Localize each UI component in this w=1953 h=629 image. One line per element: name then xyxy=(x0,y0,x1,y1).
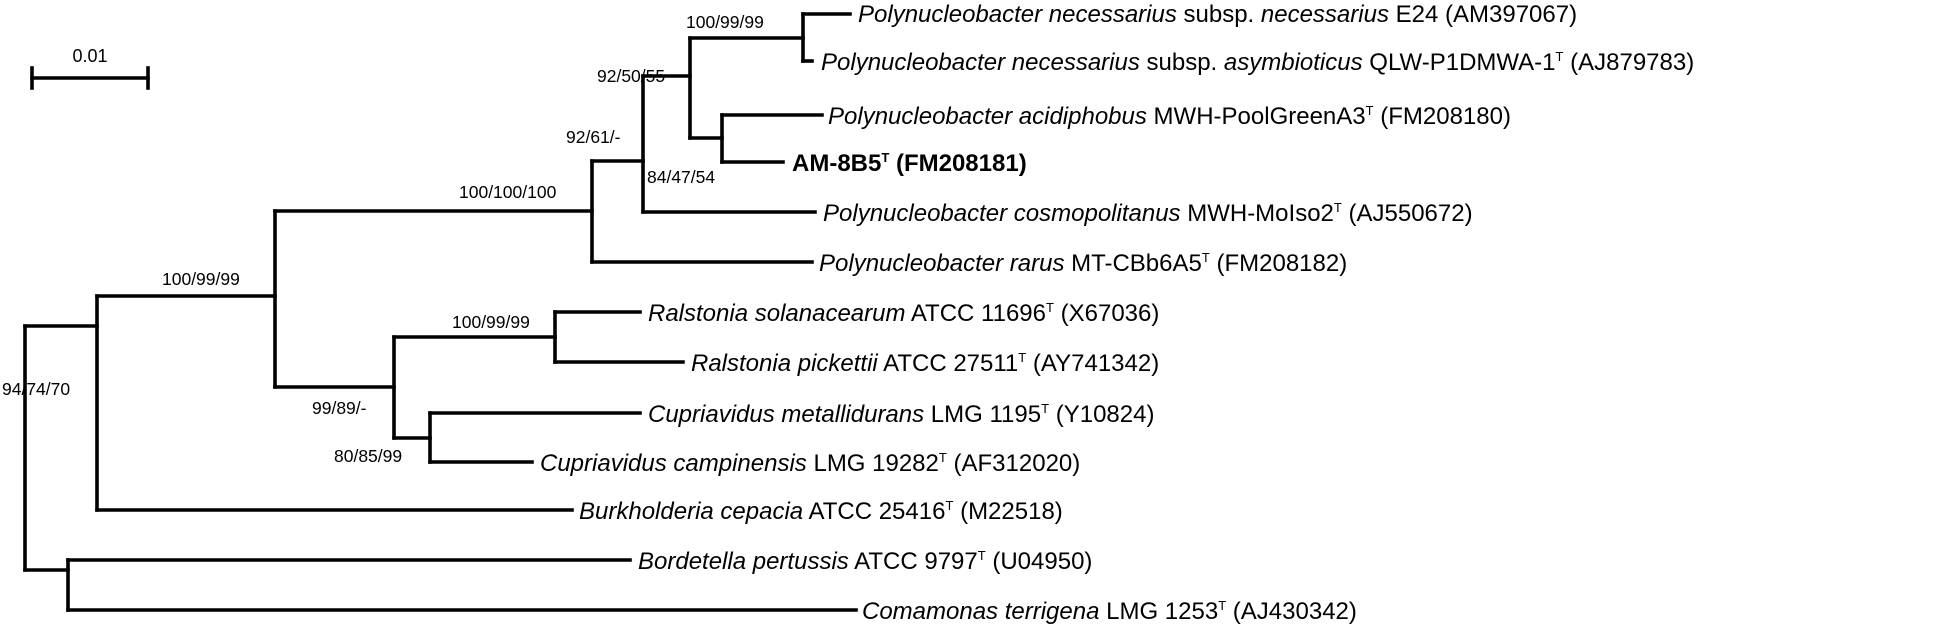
taxon-rank: subsp. xyxy=(1177,1,1261,28)
type-strain-mark: T xyxy=(1334,200,1342,215)
tree-branches xyxy=(23,12,858,612)
taxon-label: Comamonas terrigena LMG 1253T (AJ430342) xyxy=(862,598,1357,625)
taxon-accession: (AJ430342) xyxy=(1226,598,1357,625)
taxon-accession: (FM208182) xyxy=(1210,250,1347,277)
taxon-rank: subsp. xyxy=(1140,49,1224,76)
taxon-name: Bordetella pertussis xyxy=(638,548,849,575)
type-strain-mark: T xyxy=(945,498,953,513)
taxon-strain: AM-8B5 xyxy=(792,150,881,177)
taxon-label: Polynucleobacter necessarius subsp. nece… xyxy=(858,1,1577,28)
type-strain-mark: T xyxy=(978,548,986,563)
taxon-label: Cupriavidus campinensis LMG 19282T (AF31… xyxy=(540,450,1080,477)
taxon-strain: QLW-P1DMWA-1 xyxy=(1363,49,1556,76)
taxon-label: Polynucleobacter acidiphobus MWH-PoolGre… xyxy=(828,103,1511,130)
taxon-subspecies: asymbioticus xyxy=(1224,49,1363,76)
scale-bar: 0.01 xyxy=(30,46,150,90)
taxon-accession: (AJ550672) xyxy=(1342,200,1473,227)
type-strain-mark: T xyxy=(1046,300,1054,315)
taxon-name: Polynucleobacter cosmopolitanus xyxy=(823,200,1181,227)
taxon-label: Polynucleobacter necessarius subsp. asym… xyxy=(821,49,1694,76)
taxon-accession: (X67036) xyxy=(1054,300,1159,327)
taxon-strain: MWH-PoolGreenA3 xyxy=(1147,103,1366,130)
taxon-name: Polynucleobacter rarus xyxy=(819,250,1064,277)
taxon-accession: (FM208180) xyxy=(1374,103,1511,130)
bootstrap-label: 100/99/99 xyxy=(686,12,764,32)
taxon-label: Polynucleobacter rarus MT-CBb6A5T (FM208… xyxy=(819,250,1347,277)
taxon-label: Polynucleobacter cosmopolitanus MWH-MoIs… xyxy=(823,200,1473,227)
bootstrap-values: 100/99/99 92/50/55 84/47/54 92/61/- 100/… xyxy=(2,12,764,466)
taxon-strain: LMG 1253 xyxy=(1099,598,1218,625)
type-strain-mark: T xyxy=(881,150,889,165)
taxon-label: Ralstonia solanacearum ATCC 11696T (X670… xyxy=(648,300,1159,327)
bootstrap-label: 100/99/99 xyxy=(162,269,240,289)
bootstrap-label: 84/47/54 xyxy=(647,167,715,187)
taxon-label: Burkholderia cepacia ATCC 25416T (M22518… xyxy=(579,498,1063,525)
taxon-accession: (M22518) xyxy=(953,498,1062,525)
type-strain-mark: T xyxy=(1556,49,1564,64)
taxon-label: Ralstonia pickettii ATCC 27511T (AY74134… xyxy=(691,350,1159,377)
taxon-name: Polynucleobacter acidiphobus xyxy=(828,103,1147,130)
type-strain-mark: T xyxy=(939,450,947,465)
taxon-accession: (AJ879783) xyxy=(1563,49,1694,76)
taxon-strain: ATCC 25416 xyxy=(803,498,945,525)
type-strain-mark: T xyxy=(1018,350,1026,365)
taxon-strain: LMG 19282 xyxy=(807,450,939,477)
taxon-strain: LMG 1195 xyxy=(924,401,1041,428)
taxon-name: Cupriavidus campinensis xyxy=(540,450,807,477)
type-strain-mark: T xyxy=(1218,598,1226,613)
type-strain-mark: T xyxy=(1366,103,1374,118)
bootstrap-label: 100/100/100 xyxy=(459,182,557,202)
bootstrap-label: 92/50/55 xyxy=(597,66,665,86)
taxon-strain: MT-CBb6A5 xyxy=(1064,250,1201,277)
type-strain-mark: T xyxy=(1041,401,1049,416)
bootstrap-label: 99/89/- xyxy=(312,398,367,418)
scale-bar-label: 0.01 xyxy=(72,46,107,66)
taxon-accession: (FM208181) xyxy=(889,150,1026,177)
taxon-name: Burkholderia cepacia xyxy=(579,498,803,525)
taxon-strain: E24 xyxy=(1389,1,1445,28)
taxon-strain: ATCC 27511 xyxy=(878,350,1019,377)
taxon-name: Cupriavidus metallidurans xyxy=(648,401,924,428)
bootstrap-label: 80/85/99 xyxy=(334,446,402,466)
taxon-name: Comamonas terrigena xyxy=(862,598,1099,625)
taxon-label: Bordetella pertussis ATCC 9797T (U04950) xyxy=(638,548,1092,575)
taxon-name: Polynucleobacter necessarius xyxy=(821,49,1140,76)
taxon-accession: (AY741342) xyxy=(1026,350,1159,377)
bootstrap-label: 100/99/99 xyxy=(452,312,530,332)
bootstrap-label: 94/74/70 xyxy=(2,379,70,399)
taxon-subspecies: necessarius xyxy=(1261,1,1389,28)
taxon-accession: (Y10824) xyxy=(1049,401,1154,428)
taxon-name: Ralstonia pickettii xyxy=(691,350,878,377)
taxon-label-am8b5: AM-8B5T (FM208181) xyxy=(792,150,1027,177)
taxon-accession: (U04950) xyxy=(986,548,1093,575)
taxon-strain: ATCC 9797 xyxy=(849,548,978,575)
type-strain-mark: T xyxy=(1202,250,1210,265)
taxon-accession: (AM397067) xyxy=(1445,1,1577,28)
taxon-accession: (AF312020) xyxy=(947,450,1080,477)
taxon-strain: MWH-MoIso2 xyxy=(1181,200,1334,227)
bootstrap-label: 92/61/- xyxy=(566,127,621,147)
taxon-strain: ATCC 11696 xyxy=(905,300,1046,327)
taxon-name: Polynucleobacter necessarius xyxy=(858,1,1177,28)
taxon-labels: Polynucleobacter necessarius subsp. nece… xyxy=(540,1,1694,625)
taxon-label: Cupriavidus metallidurans LMG 1195T (Y10… xyxy=(648,401,1154,428)
taxon-name: Ralstonia solanacearum xyxy=(648,300,905,327)
